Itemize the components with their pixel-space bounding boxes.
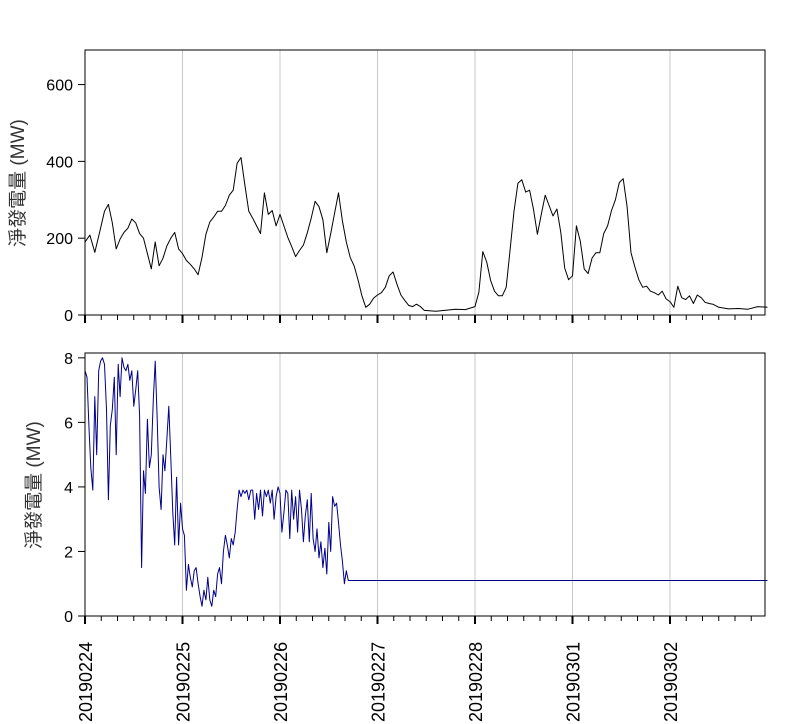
y-tick-label-bottom-4: 4 [64,480,73,497]
y-axis-bottom: 0 2 4 6 8 [64,351,85,626]
series-line-bottom-0 [84,357,768,607]
y-tick-label-bottom-0: 0 [64,609,73,626]
x-axis-top [84,315,752,323]
series-line-top-0 [84,157,768,312]
x-tick-label-2: 20190226 [271,642,291,722]
y-axis-label-top: 淨發電量 (MW) [7,119,29,247]
series-layer-bottom [84,357,768,607]
y-tick-label-top-600: 600 [46,78,73,95]
x-tick-label-3: 20190227 [369,642,389,722]
plot-frame-bottom [84,352,766,617]
y-tick-label-top-200: 200 [46,231,73,248]
x-tick-label-6: 20190302 [661,642,681,722]
x-tick-label-4: 20190228 [466,642,486,722]
x-tick-label-1: 20190225 [174,642,194,722]
y-tick-label-bottom-8: 8 [64,351,73,368]
panel-top: 0 200 400 600 淨發電量 (MW) [7,49,768,325]
y-tick-label-top-400: 400 [46,154,73,171]
x-tick-label-0: 20190224 [76,642,96,722]
y-axis-top: 0 200 400 600 [46,78,85,325]
grid-lines-top [182,50,671,315]
y-tick-label-bottom-2: 2 [64,544,73,561]
x-axis-bottom: 20190224 20190225 20190226 20190227 20190228… [76,616,752,722]
x-tick-label-5: 20190301 [564,642,584,722]
y-tick-label-bottom-6: 6 [64,415,73,432]
plot-frame-top [84,49,766,316]
y-axis-label-bottom: 淨發電量 (MW) [23,421,45,549]
y-tick-label-top-0: 0 [64,308,73,325]
grid-lines-bottom [182,353,671,616]
series-layer-top [84,157,768,312]
